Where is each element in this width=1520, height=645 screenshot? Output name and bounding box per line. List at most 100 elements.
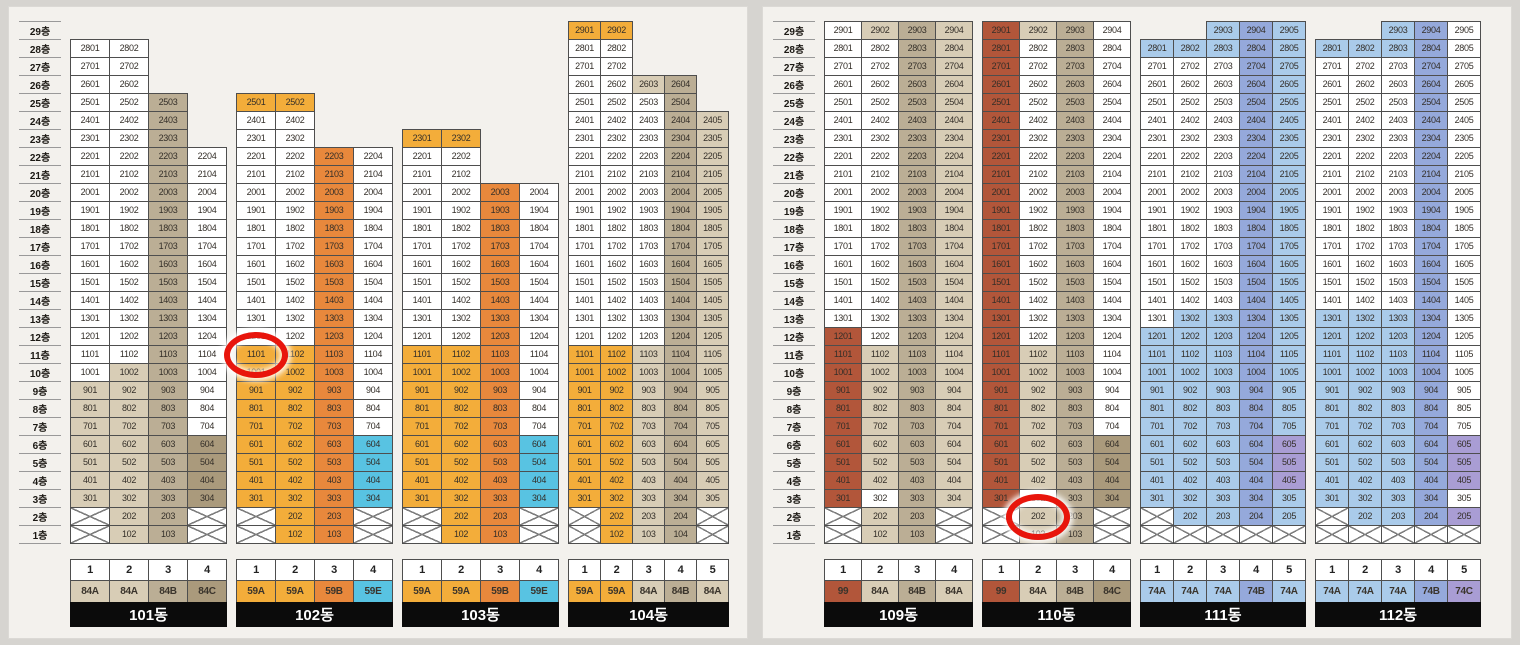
unit-cell-111-2303[interactable]: 2303 [1206, 129, 1240, 148]
unit-cell-111-2203[interactable]: 2203 [1206, 147, 1240, 166]
unit-cell-103-502[interactable]: 502 [441, 453, 481, 472]
unit-cell-112-2305[interactable]: 2305 [1447, 129, 1481, 148]
unit-cell-103-301[interactable]: 301 [402, 489, 442, 508]
unit-cell-111-2401[interactable]: 2401 [1140, 111, 1174, 130]
unit-cell-109-803[interactable]: 803 [898, 399, 936, 418]
unit-cell-111-2603[interactable]: 2603 [1206, 75, 1240, 94]
unit-cell-110-503[interactable]: 503 [1056, 453, 1094, 472]
unit-cell-111-2005[interactable]: 2005 [1272, 183, 1306, 202]
unit-cell-102-2202[interactable]: 2202 [275, 147, 315, 166]
unit-cell-110-1202[interactable]: 1202 [1019, 327, 1057, 346]
unit-cell-111-1901[interactable]: 1901 [1140, 201, 1174, 220]
unit-cell-111-1003[interactable]: 1003 [1206, 363, 1240, 382]
unit-cell-102-1602[interactable]: 1602 [275, 255, 315, 274]
unit-cell-102-1004[interactable]: 1004 [353, 363, 393, 382]
unit-cell-110-1004[interactable]: 1004 [1093, 363, 1131, 382]
unit-cell-111-302[interactable]: 302 [1173, 489, 1207, 508]
unit-cell-101-1004[interactable]: 1004 [187, 363, 227, 382]
unit-cell-109-2202[interactable]: 2202 [861, 147, 899, 166]
unit-cell-103-1401[interactable]: 1401 [402, 291, 442, 310]
unit-cell-112-2404[interactable]: 2404 [1414, 111, 1448, 130]
unit-cell-112-2202[interactable]: 2202 [1348, 147, 1382, 166]
unit-cell-101-1303[interactable]: 1303 [148, 309, 188, 328]
unit-cell-102-2402[interactable]: 2402 [275, 111, 315, 130]
unit-cell-104-2103[interactable]: 2103 [632, 165, 665, 184]
unit-cell-102-301[interactable]: 301 [236, 489, 276, 508]
unit-cell-112-1204[interactable]: 1204 [1414, 327, 1448, 346]
unit-cell-112-1804[interactable]: 1804 [1414, 219, 1448, 238]
unit-cell-103-1001[interactable]: 1001 [402, 363, 442, 382]
unit-cell-103-1601[interactable]: 1601 [402, 255, 442, 274]
unit-cell-101-901[interactable]: 901 [70, 381, 110, 400]
unit-cell-103-1301[interactable]: 1301 [402, 309, 442, 328]
unit-cell-110-1204[interactable]: 1204 [1093, 327, 1131, 346]
unit-cell-112-1304[interactable]: 1304 [1414, 309, 1448, 328]
unit-cell-111-1701[interactable]: 1701 [1140, 237, 1174, 256]
unit-cell-102-1604[interactable]: 1604 [353, 255, 393, 274]
unit-cell-102-1504[interactable]: 1504 [353, 273, 393, 292]
unit-cell-101-1002[interactable]: 1002 [109, 363, 149, 382]
unit-cell-103-1802[interactable]: 1802 [441, 219, 481, 238]
unit-cell-110-1403[interactable]: 1403 [1056, 291, 1094, 310]
unit-cell-103-1603[interactable]: 1603 [480, 255, 520, 274]
unit-cell-104-2901[interactable]: 2901 [568, 21, 601, 40]
unit-cell-109-303[interactable]: 303 [898, 489, 936, 508]
unit-cell-112-403[interactable]: 403 [1381, 471, 1415, 490]
unit-cell-103-1903[interactable]: 1903 [480, 201, 520, 220]
unit-cell-110-303[interactable]: 303 [1056, 489, 1094, 508]
unit-cell-104-1103[interactable]: 1103 [632, 345, 665, 364]
unit-cell-109-1404[interactable]: 1404 [935, 291, 973, 310]
unit-cell-110-2904[interactable]: 2904 [1093, 21, 1131, 40]
unit-cell-109-1901[interactable]: 1901 [824, 201, 862, 220]
unit-cell-102-1201[interactable]: 1201 [236, 327, 276, 346]
unit-cell-110-2103[interactable]: 2103 [1056, 165, 1094, 184]
unit-cell-109-1003[interactable]: 1003 [898, 363, 936, 382]
unit-cell-111-301[interactable]: 301 [1140, 489, 1174, 508]
unit-cell-104-1004[interactable]: 1004 [664, 363, 697, 382]
unit-cell-101-602[interactable]: 602 [109, 435, 149, 454]
unit-cell-101-1604[interactable]: 1604 [187, 255, 227, 274]
unit-cell-101-301[interactable]: 301 [70, 489, 110, 508]
unit-cell-103-604[interactable]: 604 [519, 435, 559, 454]
unit-cell-109-2802[interactable]: 2802 [861, 39, 899, 58]
unit-cell-103-1703[interactable]: 1703 [480, 237, 520, 256]
unit-cell-101-1302[interactable]: 1302 [109, 309, 149, 328]
unit-cell-109-1904[interactable]: 1904 [935, 201, 973, 220]
unit-cell-103-102[interactable]: 102 [441, 525, 481, 544]
unit-cell-110-701[interactable]: 701 [982, 417, 1020, 436]
unit-cell-111-803[interactable]: 803 [1206, 399, 1240, 418]
unit-cell-112-1001[interactable]: 1001 [1315, 363, 1349, 382]
unit-cell-112-2704[interactable]: 2704 [1414, 57, 1448, 76]
unit-cell-102-401[interactable]: 401 [236, 471, 276, 490]
unit-cell-111-902[interactable]: 902 [1173, 381, 1207, 400]
unit-cell-103-303[interactable]: 303 [480, 489, 520, 508]
unit-cell-104-1505[interactable]: 1505 [696, 273, 729, 292]
unit-cell-111-2701[interactable]: 2701 [1140, 57, 1174, 76]
unit-cell-112-1502[interactable]: 1502 [1348, 273, 1382, 292]
unit-cell-104-305[interactable]: 305 [696, 489, 729, 508]
unit-cell-104-102[interactable]: 102 [600, 525, 633, 544]
unit-cell-104-405[interactable]: 405 [696, 471, 729, 490]
unit-cell-101-1102[interactable]: 1102 [109, 345, 149, 364]
unit-cell-112-1905[interactable]: 1905 [1447, 201, 1481, 220]
unit-cell-102-2004[interactable]: 2004 [353, 183, 393, 202]
unit-cell-111-2904[interactable]: 2904 [1239, 21, 1273, 40]
unit-cell-110-1803[interactable]: 1803 [1056, 219, 1094, 238]
unit-cell-101-2003[interactable]: 2003 [148, 183, 188, 202]
unit-cell-112-502[interactable]: 502 [1348, 453, 1382, 472]
unit-cell-111-904[interactable]: 904 [1239, 381, 1273, 400]
unit-cell-111-1502[interactable]: 1502 [1173, 273, 1207, 292]
unit-cell-101-1404[interactable]: 1404 [187, 291, 227, 310]
unit-cell-101-404[interactable]: 404 [187, 471, 227, 490]
unit-cell-112-2402[interactable]: 2402 [1348, 111, 1382, 130]
unit-cell-111-2202[interactable]: 2202 [1173, 147, 1207, 166]
unit-cell-112-404[interactable]: 404 [1414, 471, 1448, 490]
unit-cell-109-203[interactable]: 203 [898, 507, 936, 526]
unit-cell-101-1903[interactable]: 1903 [148, 201, 188, 220]
unit-cell-110-802[interactable]: 802 [1019, 399, 1057, 418]
unit-cell-101-801[interactable]: 801 [70, 399, 110, 418]
unit-cell-102-1703[interactable]: 1703 [314, 237, 354, 256]
unit-cell-110-604[interactable]: 604 [1093, 435, 1131, 454]
unit-cell-104-1803[interactable]: 1803 [632, 219, 665, 238]
unit-cell-102-2103[interactable]: 2103 [314, 165, 354, 184]
